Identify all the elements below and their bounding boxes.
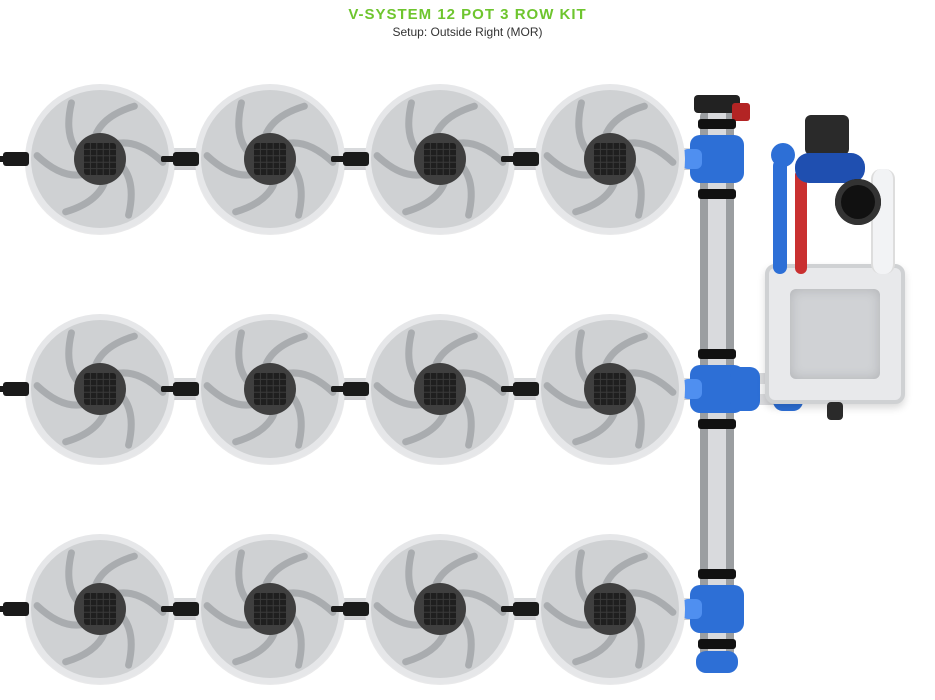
pot-side-valve-stem [501, 606, 515, 612]
controller-screen [790, 289, 880, 379]
pot-side-valve [173, 382, 199, 396]
pump-filter [835, 179, 881, 225]
manifold-clamp [698, 349, 736, 359]
pot-unit [359, 308, 521, 470]
pot-unit [359, 78, 521, 240]
pot-unit [19, 78, 181, 240]
manifold-clamp [698, 419, 736, 429]
pot-side-valve-stem [331, 156, 345, 162]
pot-side-valve-stem [501, 156, 515, 162]
pot-side-valve-stem [0, 386, 5, 392]
pot-side-valve [343, 382, 369, 396]
diagram-canvas [0, 39, 935, 699]
pot-side-valve [513, 152, 539, 166]
pot-side-valve-stem [0, 606, 5, 612]
pot-side-valve [173, 152, 199, 166]
pot-side-valve [3, 602, 29, 616]
manifold-clamp [698, 569, 736, 579]
pot-side-valve [3, 382, 29, 396]
manifold-top-valve [732, 103, 750, 121]
pot-side-valve-stem [161, 386, 175, 392]
pot-side-valve [513, 602, 539, 616]
pot-unit [189, 78, 351, 240]
pot-side-valve-stem [161, 156, 175, 162]
manifold-clamp [698, 639, 736, 649]
pot-side-valve [3, 152, 29, 166]
diagram-subtitle: Setup: Outside Right (MOR) [0, 25, 935, 39]
controller-outlet [827, 402, 843, 420]
hose-blue-elbow [771, 143, 795, 167]
manifold-clamp [698, 119, 736, 129]
pot-unit [189, 308, 351, 470]
pot-unit [19, 308, 181, 470]
pot-unit [529, 528, 691, 690]
pot-side-valve-stem [331, 386, 345, 392]
pot-side-valve [173, 602, 199, 616]
diagram-title: V-SYSTEM 12 POT 3 ROW KIT [0, 6, 935, 23]
hose-blue [773, 159, 787, 274]
pot-unit [19, 528, 181, 690]
pot-unit [529, 78, 691, 240]
pot-side-valve-stem [161, 606, 175, 612]
pump-motor [805, 115, 849, 155]
manifold-clamp [698, 189, 736, 199]
pot-unit [189, 528, 351, 690]
hose-white [871, 169, 895, 274]
manifold-bottom-elbow [696, 651, 738, 673]
pot-side-valve [343, 152, 369, 166]
pot-side-valve-stem [0, 156, 5, 162]
hose-red [795, 169, 807, 274]
pot-unit [529, 308, 691, 470]
pot-side-valve-stem [501, 386, 515, 392]
pot-unit [359, 528, 521, 690]
pot-side-valve [343, 602, 369, 616]
branch-joint-left [730, 367, 760, 411]
pot-side-valve-stem [331, 606, 345, 612]
pot-side-valve [513, 382, 539, 396]
